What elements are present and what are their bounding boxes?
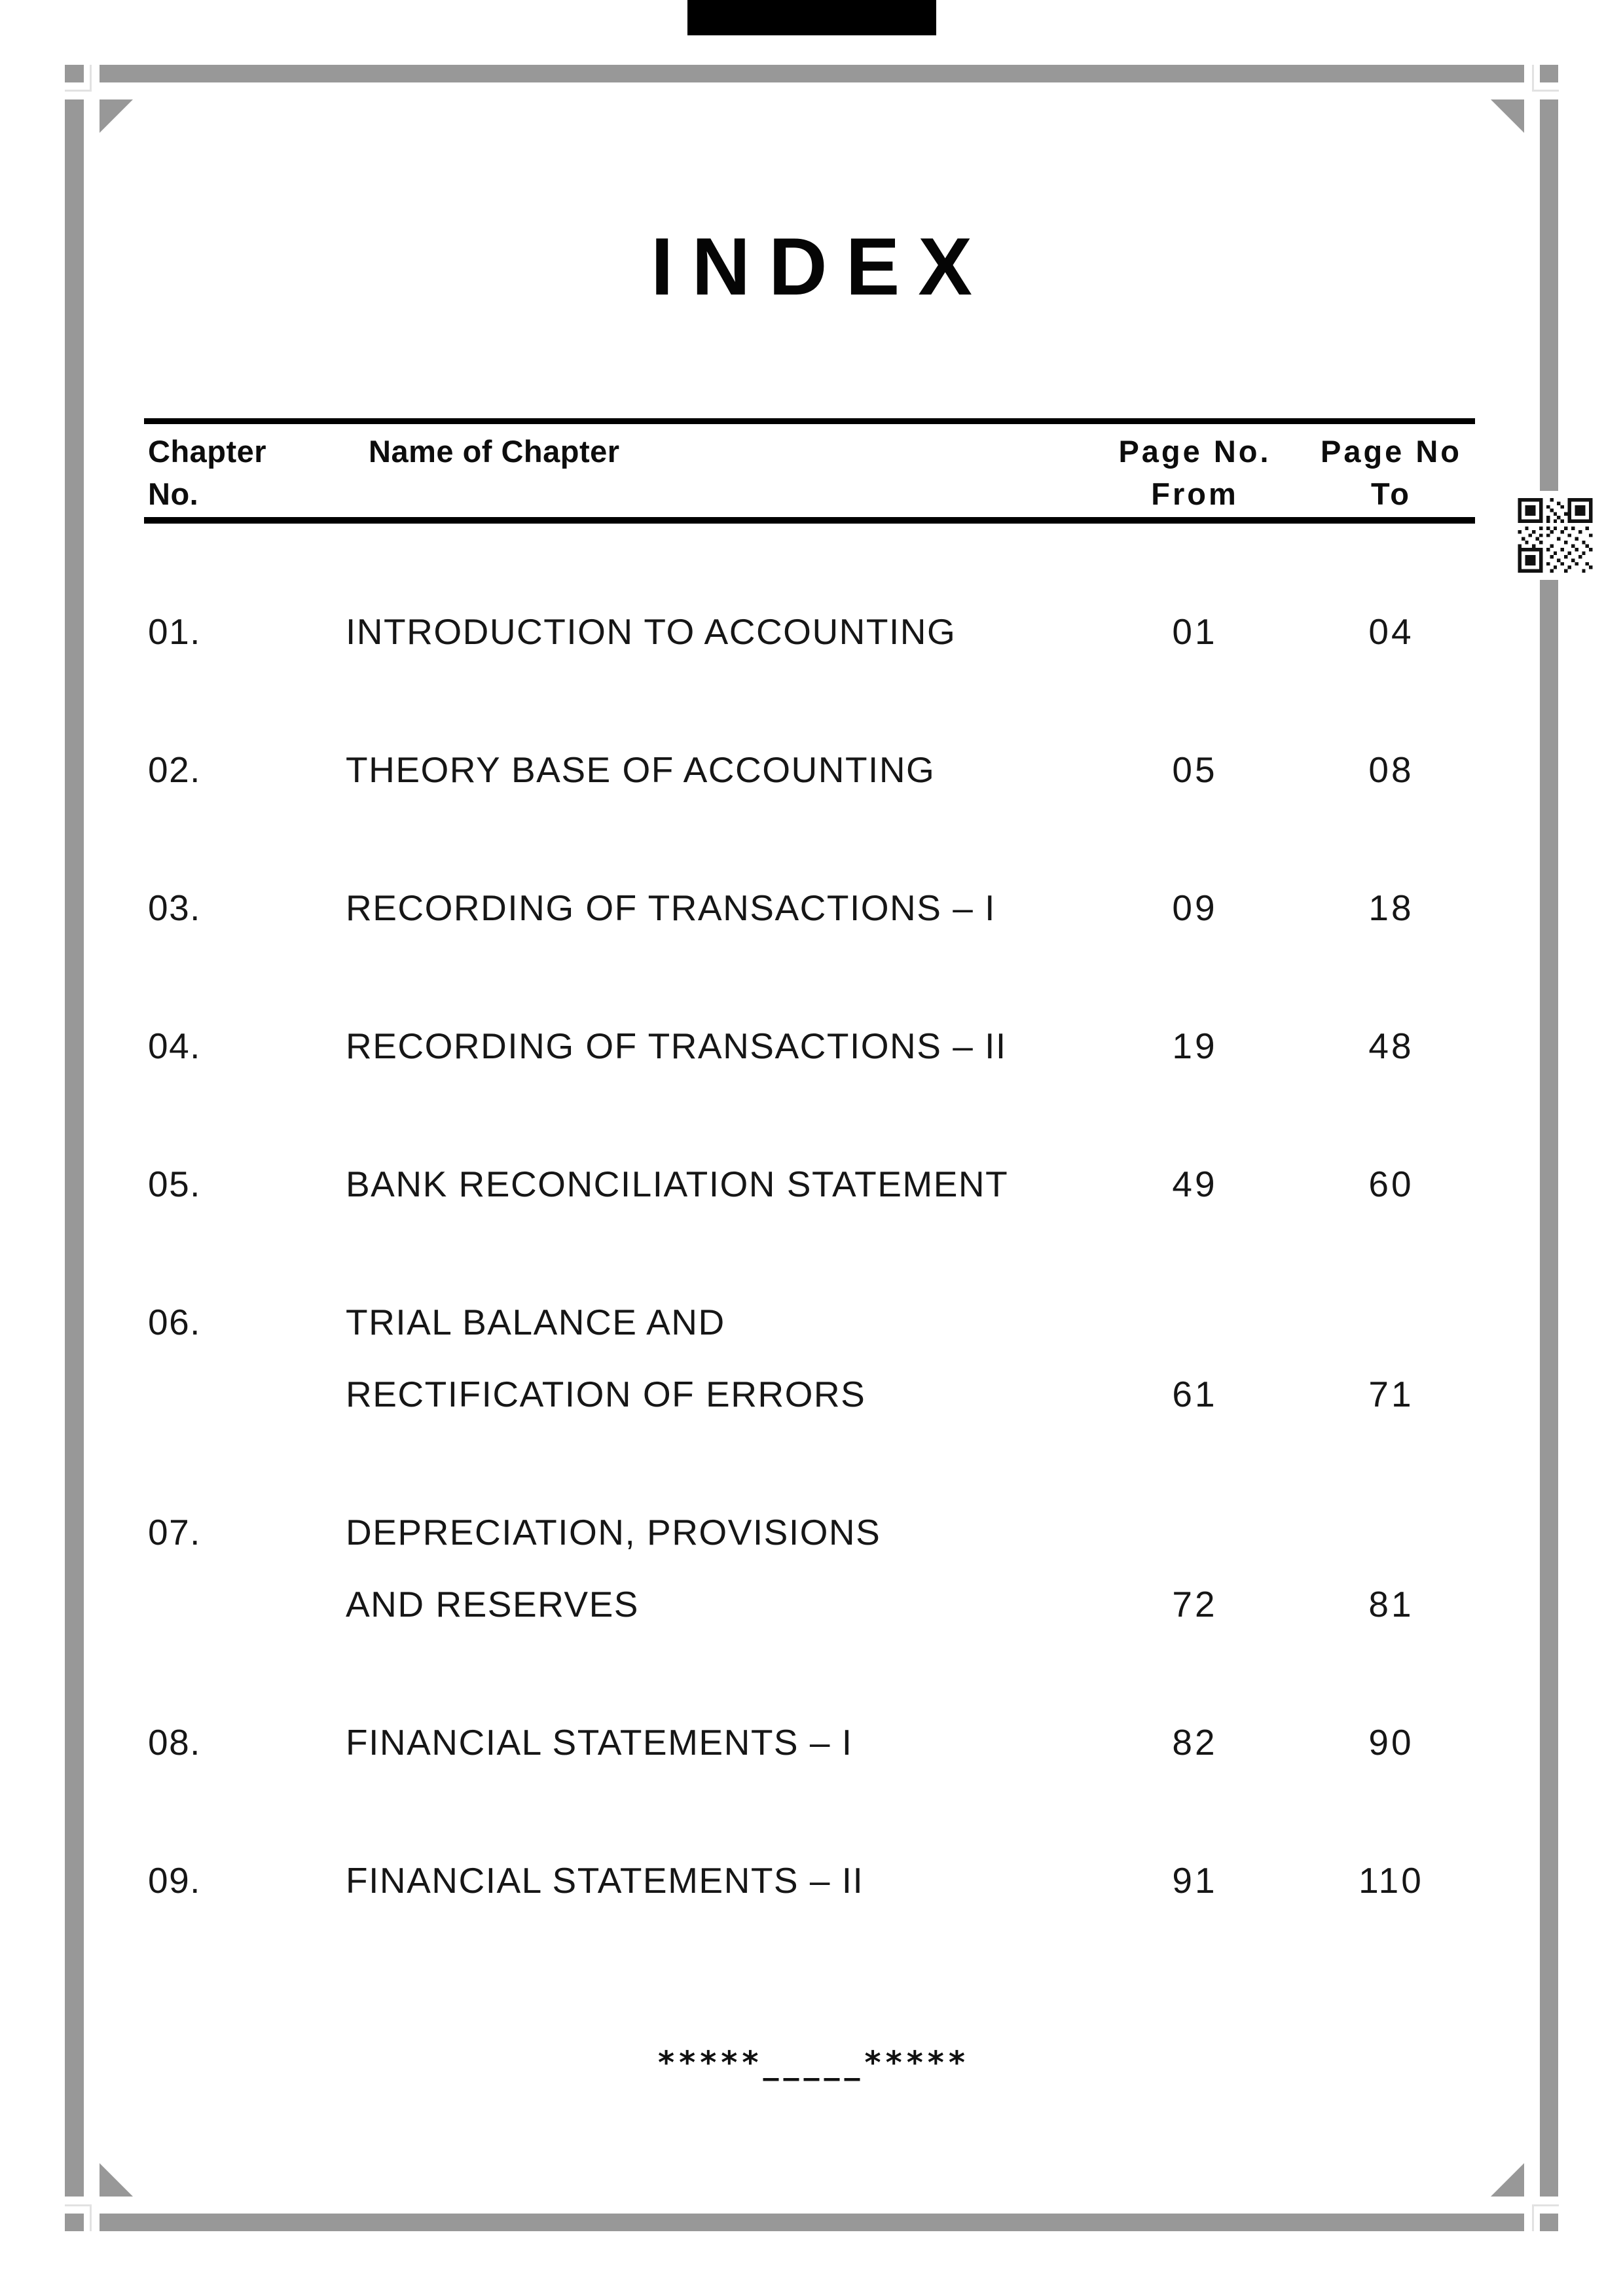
page-to-cell: 60 — [1368, 1164, 1414, 1204]
table-header-rule-top — [144, 418, 1475, 424]
page-from-cell: 01 — [1172, 611, 1218, 652]
frame-bracket-line — [1532, 65, 1534, 92]
frame-bracket-line — [90, 65, 92, 92]
header-chapter-no: No. — [148, 476, 199, 511]
header-page-to: To — [1371, 476, 1412, 511]
scan-artifact-bar — [687, 0, 936, 35]
frame-triangle-bottom-left — [100, 2163, 133, 2197]
page-to-cell: 90 — [1368, 1722, 1414, 1763]
frame-bar-top — [100, 65, 1524, 82]
page-to-cell: 71 — [1368, 1374, 1414, 1414]
chapter-number-cell: 09. — [148, 1860, 201, 1901]
header-page-to: Page No — [1320, 434, 1463, 469]
page-to-cell: 18 — [1368, 888, 1414, 928]
header-page-from: Page No. — [1118, 434, 1271, 469]
frame-bracket-line — [65, 2204, 92, 2206]
chapter-name-cell: TRIAL BALANCE AND — [346, 1302, 725, 1342]
frame-triangle-top-right — [1491, 99, 1524, 133]
chapter-number-cell: 04. — [148, 1026, 201, 1066]
chapter-name-cell: BANK RECONCILIATION STATEMENT — [346, 1164, 1009, 1204]
chapter-name-cell: THEORY BASE OF ACCOUNTING — [346, 749, 936, 790]
page-from-cell: 09 — [1172, 888, 1218, 928]
chapter-name-cell: RECORDING OF TRANSACTIONS – I — [346, 888, 996, 928]
page-from-cell: 61 — [1172, 1374, 1218, 1414]
page-to-cell: 48 — [1368, 1026, 1414, 1066]
frame-corner-square-bottom-right — [1540, 2214, 1558, 2231]
frame-bracket-line — [1532, 2204, 1559, 2206]
page-from-cell: 19 — [1172, 1026, 1218, 1066]
chapter-number-cell: 07. — [148, 1512, 201, 1552]
header-page-from: From — [1151, 476, 1239, 511]
frame-corner-square-top-left — [65, 65, 84, 82]
page-from-cell: 05 — [1172, 749, 1218, 790]
page-to-cell: 81 — [1368, 1584, 1414, 1624]
page-to-cell: 08 — [1368, 749, 1414, 790]
frame-bar-right — [1540, 99, 1558, 2197]
footer-divider: *****_____***** — [657, 2045, 970, 2081]
header-name-of-chapter: Name of Chapter — [369, 434, 620, 469]
frame-corner-square-top-right — [1540, 65, 1558, 82]
table-header-rule-bottom — [144, 517, 1475, 524]
chapter-name-cell-line2: RECTIFICATION OF ERRORS — [346, 1374, 866, 1414]
chapter-number-cell: 01. — [148, 611, 201, 652]
chapter-number-cell: 06. — [148, 1302, 201, 1342]
page-title: INDEX — [651, 222, 991, 312]
frame-bracket-line — [65, 90, 92, 92]
chapter-name-cell: DEPRECIATION, PROVISIONS — [346, 1512, 881, 1552]
chapter-name-cell: RECORDING OF TRANSACTIONS – II — [346, 1026, 1007, 1066]
chapter-name-cell: FINANCIAL STATEMENTS – II — [346, 1860, 864, 1901]
chapter-name-cell: INTRODUCTION TO ACCOUNTING — [346, 611, 957, 652]
frame-bracket-line — [90, 2204, 92, 2231]
page-from-cell: 91 — [1172, 1860, 1218, 1901]
chapter-name-cell: FINANCIAL STATEMENTS – I — [346, 1722, 853, 1763]
qr-code — [1508, 491, 1603, 580]
frame-bracket-line — [1532, 2204, 1534, 2231]
chapter-name-cell-line2: AND RESERVES — [346, 1584, 639, 1624]
chapter-number-cell: 08. — [148, 1722, 201, 1763]
page-to-cell: 110 — [1359, 1860, 1424, 1901]
page-from-cell: 72 — [1172, 1584, 1218, 1624]
header-chapter-no: Chapter — [148, 434, 267, 469]
frame-triangle-top-left — [100, 99, 133, 133]
chapter-number-cell: 05. — [148, 1164, 201, 1204]
frame-triangle-bottom-right — [1491, 2163, 1524, 2197]
frame-corner-square-bottom-left — [65, 2214, 84, 2231]
frame-bar-bottom — [100, 2214, 1524, 2231]
page-from-cell: 82 — [1172, 1722, 1218, 1763]
page-from-cell: 49 — [1172, 1164, 1218, 1204]
chapter-number-cell: 03. — [148, 888, 201, 928]
frame-bracket-line — [1532, 90, 1559, 92]
page-to-cell: 04 — [1368, 611, 1414, 652]
chapter-number-cell: 02. — [148, 749, 201, 790]
frame-bar-left — [65, 99, 84, 2197]
